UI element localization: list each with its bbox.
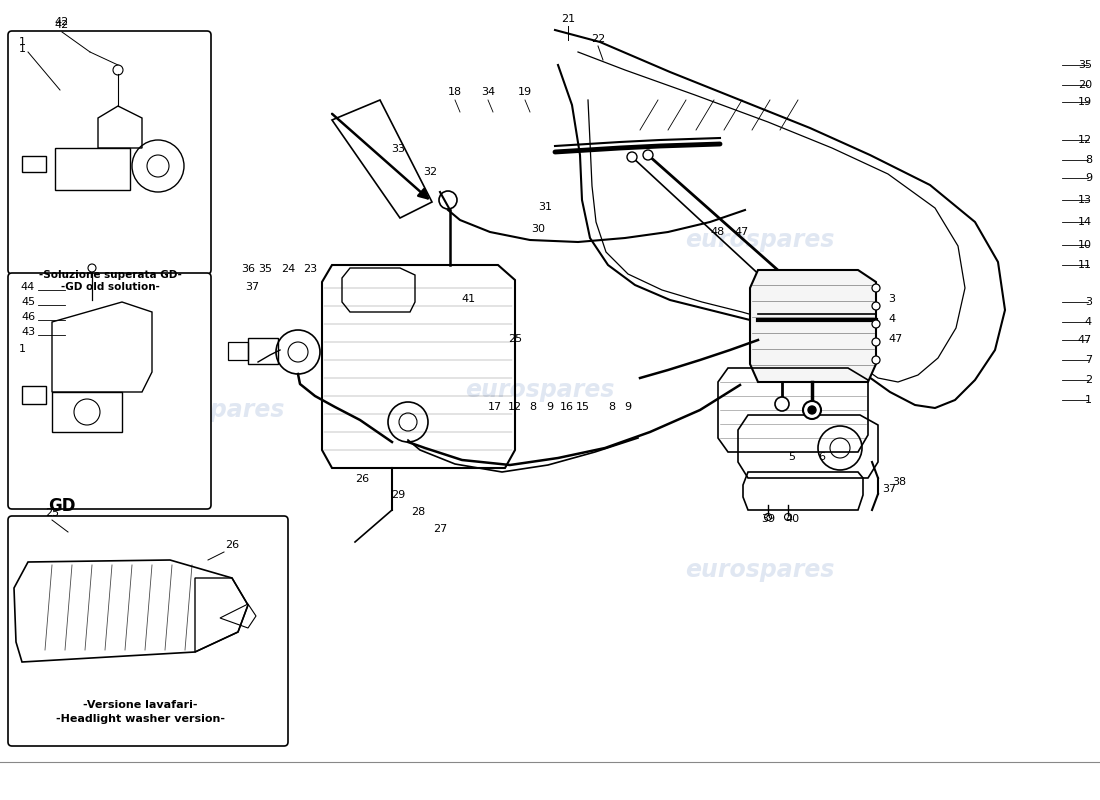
Text: 21: 21 xyxy=(561,14,575,24)
Text: 37: 37 xyxy=(245,282,260,292)
Text: 42: 42 xyxy=(55,20,69,30)
Circle shape xyxy=(872,284,880,292)
FancyBboxPatch shape xyxy=(8,516,288,746)
Text: 2: 2 xyxy=(1085,375,1092,385)
Text: 25: 25 xyxy=(508,334,522,344)
Circle shape xyxy=(872,320,880,328)
Text: 4: 4 xyxy=(1085,317,1092,327)
Polygon shape xyxy=(750,270,876,382)
Text: 3: 3 xyxy=(888,294,895,304)
Circle shape xyxy=(808,406,816,414)
Text: 14: 14 xyxy=(1078,217,1092,227)
Text: 12: 12 xyxy=(508,402,522,412)
Text: 11: 11 xyxy=(1078,260,1092,270)
Text: 9: 9 xyxy=(1085,173,1092,183)
Text: 34: 34 xyxy=(481,87,495,97)
Text: GD: GD xyxy=(48,497,76,515)
Text: 13: 13 xyxy=(1078,195,1092,205)
Text: 7: 7 xyxy=(1085,355,1092,365)
Text: 15: 15 xyxy=(576,402,590,412)
FancyBboxPatch shape xyxy=(8,273,211,509)
Text: 31: 31 xyxy=(538,202,552,212)
Text: 1: 1 xyxy=(1085,395,1092,405)
Text: 47: 47 xyxy=(888,334,902,344)
Text: 8: 8 xyxy=(529,402,537,412)
Circle shape xyxy=(872,338,880,346)
Text: 3: 3 xyxy=(1085,297,1092,307)
Text: 47: 47 xyxy=(735,227,749,237)
Circle shape xyxy=(627,152,637,162)
Text: 24: 24 xyxy=(280,264,295,274)
Text: 27: 27 xyxy=(433,524,447,534)
Text: 4: 4 xyxy=(888,314,895,324)
Text: eurospares: eurospares xyxy=(685,558,835,582)
Text: 1: 1 xyxy=(19,44,25,54)
Circle shape xyxy=(644,150,653,160)
Text: 25: 25 xyxy=(45,508,59,518)
Text: 6: 6 xyxy=(818,452,825,462)
Text: 38: 38 xyxy=(892,477,906,487)
Text: 5: 5 xyxy=(789,452,795,462)
Text: 33: 33 xyxy=(390,144,405,154)
Text: 46: 46 xyxy=(21,312,35,322)
Text: 26: 26 xyxy=(224,540,239,550)
Text: 36: 36 xyxy=(241,264,255,274)
Text: 9: 9 xyxy=(625,402,631,412)
Text: 28: 28 xyxy=(411,507,425,517)
Text: 10: 10 xyxy=(1078,240,1092,250)
Text: 8: 8 xyxy=(1085,155,1092,165)
Text: 45: 45 xyxy=(21,297,35,307)
Text: 17: 17 xyxy=(488,402,502,412)
Circle shape xyxy=(872,302,880,310)
Text: 18: 18 xyxy=(448,87,462,97)
Text: 48: 48 xyxy=(711,227,725,237)
Text: 42: 42 xyxy=(55,17,69,27)
Text: 19: 19 xyxy=(1078,97,1092,107)
Text: 43: 43 xyxy=(21,327,35,337)
Text: 35: 35 xyxy=(258,264,272,274)
Text: 30: 30 xyxy=(531,224,544,234)
Text: 37: 37 xyxy=(882,484,896,494)
Text: 44: 44 xyxy=(21,282,35,292)
Text: eurospares: eurospares xyxy=(465,378,615,402)
Text: 41: 41 xyxy=(461,294,475,304)
Text: 39: 39 xyxy=(761,514,776,524)
Text: -Headlight washer version-: -Headlight washer version- xyxy=(55,714,224,724)
Text: 19: 19 xyxy=(518,87,532,97)
Text: -Soluzione superata GD-: -Soluzione superata GD- xyxy=(39,270,182,280)
Circle shape xyxy=(872,356,880,364)
Circle shape xyxy=(776,397,789,411)
Text: -GD old solution-: -GD old solution- xyxy=(60,282,160,292)
Text: 1: 1 xyxy=(19,37,25,47)
Text: 1: 1 xyxy=(19,344,25,354)
Circle shape xyxy=(803,401,821,419)
Text: 35: 35 xyxy=(1078,60,1092,70)
Text: 12: 12 xyxy=(1078,135,1092,145)
Text: 22: 22 xyxy=(591,34,605,44)
FancyBboxPatch shape xyxy=(8,31,211,274)
Text: 47: 47 xyxy=(1078,335,1092,345)
Text: 26: 26 xyxy=(355,474,370,484)
Text: 9: 9 xyxy=(547,402,553,412)
Text: 8: 8 xyxy=(608,402,616,412)
Text: 23: 23 xyxy=(302,264,317,274)
Text: eurospares: eurospares xyxy=(685,228,835,252)
Text: 32: 32 xyxy=(422,167,437,177)
Text: 29: 29 xyxy=(390,490,405,500)
Text: 16: 16 xyxy=(560,402,574,412)
Text: -Versione lavafari-: -Versione lavafari- xyxy=(82,700,197,710)
Text: 40: 40 xyxy=(785,514,799,524)
Text: eurospares: eurospares xyxy=(135,398,285,422)
Text: 20: 20 xyxy=(1078,80,1092,90)
